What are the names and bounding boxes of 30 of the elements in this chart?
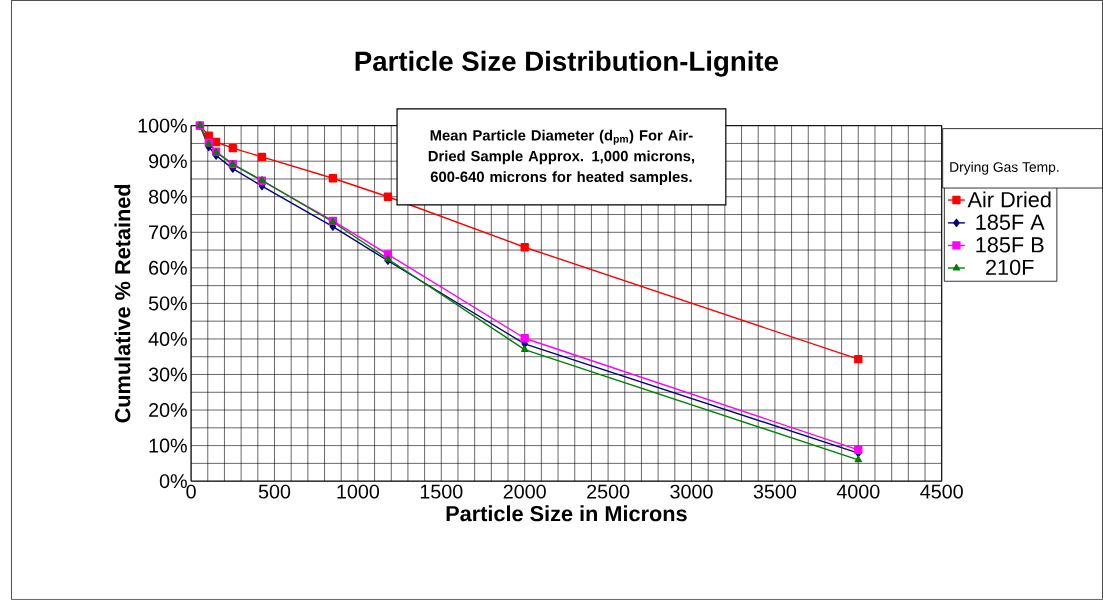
x-tick-label: 0 (186, 484, 196, 499)
x-tick-label: 4500 (920, 484, 963, 499)
x-tick-label: 4000 (836, 484, 880, 499)
legend-label: 185F B (976, 237, 1044, 253)
x-tick-label: 1500 (420, 484, 463, 499)
x-tick-label: 2500 (587, 484, 630, 499)
y-tick-label: 20% (149, 403, 187, 418)
legend-label: Air Dried (967, 191, 1051, 208)
x-tick-label: 3000 (670, 484, 713, 499)
y-tick-label: 50% (148, 296, 187, 311)
y-tick-label: 70% (149, 225, 187, 240)
y-tick-label: 90% (149, 154, 187, 169)
x-tick-label: 1000 (337, 484, 380, 499)
y-tick-label: 40% (148, 332, 187, 346)
x-axis-title: Particle Size in Microns (446, 505, 687, 522)
y-tick-label: 100% (138, 118, 187, 133)
x-tick-label: 3500 (753, 484, 797, 499)
y-tick-label: 80% (148, 189, 187, 204)
legend-label: 185F A (976, 214, 1045, 230)
y-tick-label: 0% (159, 474, 187, 489)
y-tick-label: 10% (149, 438, 187, 453)
legend-title: Drying Gas Temp. (950, 161, 1059, 175)
annotation: Mean Particle Diameter (d$_{pm}$) For Air-Dried Sample Approx. 1,000 microns, 600-640 microns for heated samples. (428, 129, 695, 186)
x-tick-label: 500 (258, 484, 291, 499)
y-tick-label: 60% (149, 260, 187, 275)
chart-title: Particle Size Distribution-Lignite (355, 50, 779, 77)
legend-label: 210F (986, 259, 1034, 276)
x-tick-label: 2000 (503, 484, 546, 499)
y-axis-title: Cumulative % Retained (114, 184, 131, 423)
y-tick-label: 30% (148, 367, 187, 382)
